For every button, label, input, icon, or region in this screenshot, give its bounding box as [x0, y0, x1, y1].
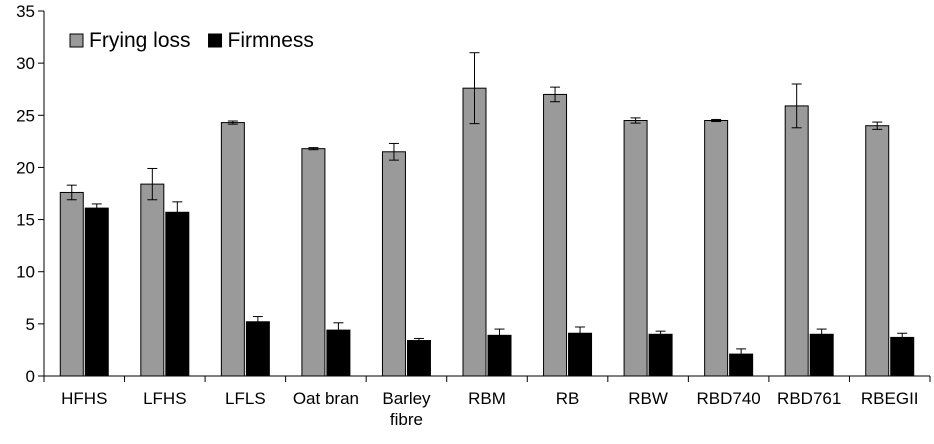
- bar-firmness-4: [406, 340, 431, 377]
- y-tick-label-6: 30: [16, 54, 35, 73]
- bar-firmness-7: [648, 333, 673, 377]
- bar-frying-loss-9: [784, 105, 809, 377]
- x-category-label-2: LFLS: [225, 389, 266, 408]
- legend-swatch-1: [208, 33, 223, 48]
- x-category-label-0: HFHS: [61, 389, 107, 408]
- legend-swatch-0: [69, 33, 84, 48]
- y-tick-label-2: 10: [16, 263, 35, 282]
- y-tick-label-1: 5: [26, 315, 35, 334]
- x-category-label-3: Oat bran: [293, 389, 359, 408]
- y-tick-label-4: 20: [16, 158, 35, 177]
- x-category-label-9: RBD761: [777, 389, 841, 408]
- y-tick-label-0: 0: [26, 367, 35, 386]
- bar-frying-loss-0: [59, 191, 84, 377]
- legend-label-0: Frying loss: [89, 29, 191, 52]
- bar-firmness-0: [84, 207, 109, 377]
- x-category-label-7: RBW: [628, 389, 668, 408]
- bar-frying-loss-2: [220, 122, 245, 377]
- x-category-label-6: RB: [556, 389, 580, 408]
- bar-frying-loss-1: [140, 183, 165, 377]
- y-tick-label-5: 25: [16, 106, 35, 125]
- bar-frying-loss-4: [381, 151, 406, 377]
- bar-firmness-10: [890, 336, 915, 377]
- bar-firmness-9: [809, 333, 834, 377]
- bar-frying-loss-7: [623, 120, 648, 377]
- bars-layer: [59, 52, 915, 377]
- bar-frying-loss-5: [462, 87, 487, 377]
- y-tick-label-3: 15: [16, 211, 35, 230]
- legend: Frying loss Firmness: [69, 29, 314, 52]
- bar-frying-loss-8: [704, 120, 729, 377]
- bar-firmness-2: [245, 321, 270, 377]
- y-tick-label-7: 35: [16, 2, 35, 21]
- x-category-label-10: RBEGII: [861, 389, 919, 408]
- x-category-label-1: LFHS: [143, 389, 186, 408]
- bar-frying-loss-6: [543, 93, 568, 377]
- bar-firmness-1: [165, 211, 190, 377]
- x-category-label-8: RBD740: [697, 389, 761, 408]
- bar-frying-loss-3: [301, 148, 326, 377]
- legend-label-1: Firmness: [228, 29, 314, 52]
- axes-layer: 0 5 10 15 20 25 30 35 HFHS LFHS LFLS Oat bran Barley…: [16, 2, 931, 429]
- x-category-label-4: Barley fibre: [382, 389, 431, 429]
- x-category-label-5: RBM: [468, 389, 506, 408]
- bar-frying-loss-10: [865, 125, 890, 377]
